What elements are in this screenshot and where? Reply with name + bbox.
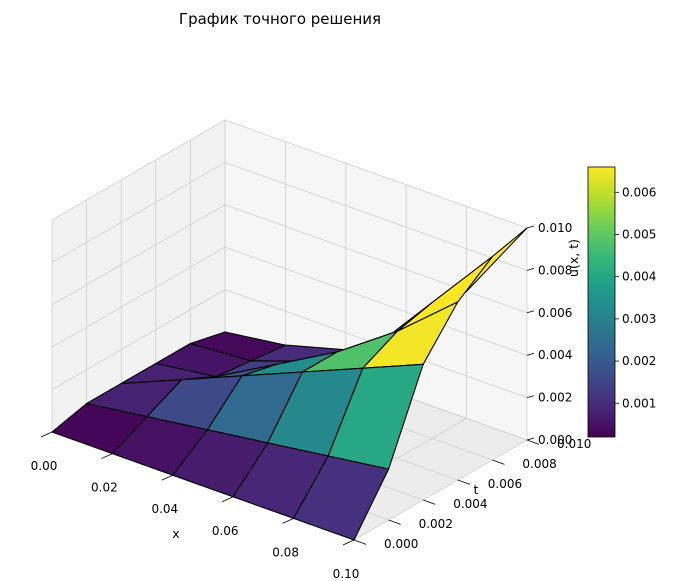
u-tick [526,225,535,229]
x-axis-label: x [172,526,179,541]
x-tick-label: 0.08 [272,545,299,559]
grid-line-u [51,119,528,229]
colorbar: 0.001 0.002 0.003 0.004 0.005 0.006 [587,166,656,438]
x-tick [222,496,234,503]
u-tick [526,395,535,398]
t-tick [353,539,367,545]
x-tick-label: 0.02 [91,481,118,495]
axis-ticks: 0.000.020.040.060.080.100.0000.0020.0040… [31,221,592,581]
t-tick [526,439,540,445]
u-tick-label: 0.006 [538,306,572,320]
x-tick [342,539,355,546]
u-tick-label: 0.002 [538,391,572,405]
colorbar-gradient [587,166,616,438]
colorbar-tick-label: 0.006 [622,185,656,199]
back-pane [225,120,527,440]
u-tick-label: 0.004 [538,348,572,362]
u-tick-label: 0.010 [538,221,572,235]
colorbar-tick-label: 0.002 [622,354,656,368]
chart-title: График точного решения [179,10,381,28]
t-tick-label: 0.002 [419,517,453,531]
x-tick [101,453,113,459]
x-tick [282,518,294,524]
colorbar-tick-label: 0.005 [622,228,656,242]
t-tick [492,459,505,465]
x-tick-label: 0.00 [31,459,58,473]
t-tick-label: 0.004 [453,497,487,511]
u-axis-label: u(x, t) [566,239,581,277]
x-tick-label: 0.06 [212,524,239,538]
colorbar-tick-label: 0.003 [622,312,656,326]
u-tick [526,352,535,356]
surface-patch [293,455,390,541]
x-tick-label: 0.04 [151,502,178,516]
surface-mesh [51,227,528,541]
t-tick [457,479,471,485]
t-tick [388,519,401,525]
x-tick [40,431,53,438]
u-tick-label: 0.008 [538,263,572,277]
t-axis-label: t [474,482,479,497]
colorbar-tick-label: 0.001 [622,396,656,410]
u-tick [526,310,535,314]
u-tick [526,437,535,441]
t-tick-label: 0.010 [557,437,591,451]
u-tick [526,268,535,271]
colorbar-tick-label: 0.004 [622,270,656,284]
u-tick-label: 0.000 [538,433,572,447]
t-tick-label: 0.000 [384,537,418,551]
t-tick [423,499,436,505]
x-tick [161,474,173,481]
t-tick-label: 0.006 [488,477,522,491]
t-tick-label: 0.008 [522,457,556,471]
x-tick-label: 0.10 [333,567,360,581]
